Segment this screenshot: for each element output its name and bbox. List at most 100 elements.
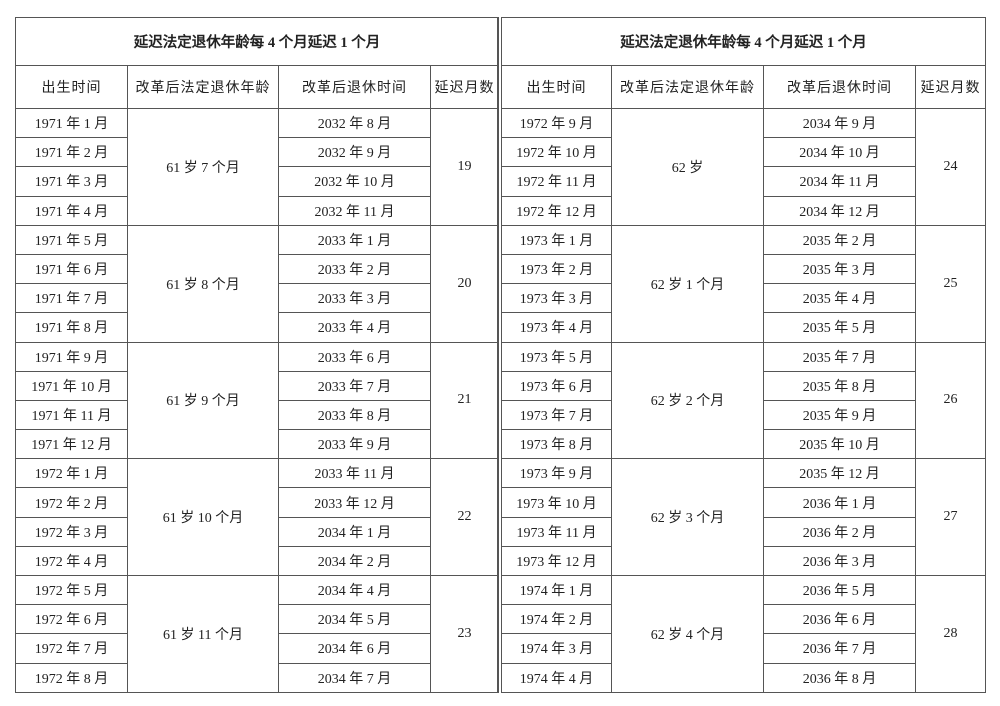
birth-cell: 1974 年 2 月 [501, 604, 612, 635]
data-row: 1973 年 2 月 2035 年 3 月 [501, 253, 986, 285]
retire-cell: 2034 年 10 月 [763, 137, 916, 168]
data-row: 1971 年 1 月 61 岁 7 个月 2032 年 8 月 19 [15, 107, 499, 226]
table-title: 延迟法定退休年龄每 4 个月延迟 1 个月 [501, 17, 986, 66]
retire-cell: 2033 年 6 月 [278, 341, 431, 372]
birth-cell: 1971 年 8 月 [15, 312, 128, 343]
data-row: 1971 年 3 月 2032 年 10 月 [15, 166, 499, 197]
retire-cell: 2035 年 8 月 [763, 370, 916, 401]
delay-cell: 25 [915, 224, 986, 343]
data-row: 1973 年 10 月 2036 年 1 月 [501, 487, 986, 518]
column-header: 出生时间 [15, 65, 128, 109]
column-header: 延迟月数 [430, 65, 499, 109]
retire-cell: 2034 年 7 月 [278, 662, 431, 693]
data-row: 1973 年 4 月 2035 年 5 月 [501, 312, 986, 343]
age-cell: 61 岁 11 个月 [127, 575, 279, 693]
retire-cell: 2036 年 7 月 [763, 633, 916, 664]
retire-cell: 2036 年 5 月 [763, 574, 916, 606]
data-row: 1972 年 3 月 2034 年 1 月 [15, 516, 499, 547]
retire-cell: 2032 年 9 月 [278, 137, 431, 168]
age-cell: 61 岁 7 个月 [127, 108, 279, 226]
birth-cell: 1972 年 2 月 [15, 487, 128, 518]
age-cell: 62 岁 2 个月 [611, 341, 764, 460]
data-row: 1972 年 5 月 61 岁 11 个月 2034 年 4 月 23 [15, 574, 499, 693]
delay-cell: 20 [430, 224, 499, 343]
age-cell: 62 岁 4 个月 [611, 575, 764, 693]
birth-cell: 1973 年 3 月 [501, 283, 612, 314]
retire-cell: 2035 年 4 月 [763, 283, 916, 314]
retire-cell: 2034 年 6 月 [278, 633, 431, 664]
birth-cell: 1971 年 2 月 [15, 137, 128, 168]
birth-cell: 1973 年 7 月 [501, 399, 612, 431]
data-row: 1973 年 8 月 2035 年 10 月 [501, 429, 986, 460]
data-row: 1972 年 11 月 2034 年 11 月 [501, 166, 986, 197]
data-row: 1972 年 4 月 2034 年 2 月 [15, 545, 499, 577]
retire-cell: 2033 年 9 月 [278, 429, 431, 460]
age-cell: 62 岁 1 个月 [611, 224, 764, 343]
birth-cell: 1971 年 12 月 [15, 429, 128, 460]
birth-cell: 1973 年 2 月 [501, 253, 612, 285]
column-header: 改革后法定退休年龄 [127, 65, 279, 109]
retire-cell: 2034 年 12 月 [763, 195, 916, 226]
birth-cell: 1971 年 9 月 [15, 341, 128, 372]
data-row: 1973 年 3 月 2035 年 4 月 [501, 283, 986, 314]
birth-cell: 1974 年 4 月 [501, 662, 612, 693]
birth-cell: 1971 年 6 月 [15, 253, 128, 285]
birth-cell: 1971 年 11 月 [15, 399, 128, 431]
column-header: 改革后退休时间 [278, 65, 431, 109]
data-row: 1972 年 6 月 2034 年 5 月 [15, 604, 499, 635]
birth-cell: 1972 年 5 月 [15, 574, 128, 606]
birth-cell: 1972 年 12 月 [501, 195, 612, 226]
retire-cell: 2036 年 1 月 [763, 487, 916, 518]
data-row: 1971 年 7 月 2033 年 3 月 [15, 283, 499, 314]
retire-cell: 2035 年 3 月 [763, 253, 916, 285]
data-row: 1973 年 11 月 2036 年 2 月 [501, 516, 986, 547]
retire-cell: 2033 年 12 月 [278, 487, 431, 518]
birth-cell: 1971 年 4 月 [15, 195, 128, 226]
retire-cell: 2035 年 12 月 [763, 458, 916, 489]
birth-cell: 1971 年 3 月 [15, 166, 128, 197]
delay-cell: 23 [430, 575, 499, 693]
header-row: 出生时间 改革后法定退休年龄 改革后退休时间 延迟月数 [15, 65, 499, 109]
birth-cell: 1973 年 8 月 [501, 429, 612, 460]
data-row: 1971 年 4 月 2032 年 11 月 [15, 195, 499, 226]
retire-cell: 2033 年 3 月 [278, 283, 431, 314]
data-row: 1973 年 7 月 2035 年 9 月 [501, 399, 986, 431]
data-row: 1974 年 1 月 62 岁 4 个月 2036 年 5 月 28 [501, 574, 986, 693]
birth-cell: 1972 年 6 月 [15, 604, 128, 635]
birth-cell: 1971 年 5 月 [15, 224, 128, 255]
retire-cell: 2033 年 8 月 [278, 399, 431, 431]
column-header: 改革后退休时间 [763, 65, 916, 109]
retire-cell: 2032 年 11 月 [278, 195, 431, 226]
data-row: 1971 年 2 月 2032 年 9 月 [15, 137, 499, 168]
birth-cell: 1972 年 1 月 [15, 458, 128, 489]
birth-cell: 1972 年 4 月 [15, 545, 128, 577]
retire-cell: 2034 年 11 月 [763, 166, 916, 197]
delay-cell: 21 [430, 341, 499, 460]
data-row: 1972 年 1 月 61 岁 10 个月 2033 年 11 月 22 [15, 458, 499, 576]
data-row: 1972 年 2 月 2033 年 12 月 [15, 487, 499, 518]
data-row: 1971 年 11 月 2033 年 8 月 [15, 399, 499, 431]
column-header: 延迟月数 [915, 65, 986, 109]
birth-cell: 1972 年 7 月 [15, 633, 128, 664]
birth-cell: 1974 年 3 月 [501, 633, 612, 664]
table-title: 延迟法定退休年龄每 4 个月延迟 1 个月 [15, 17, 499, 66]
retire-cell: 2036 年 3 月 [763, 545, 916, 577]
title-row: 延迟法定退休年龄每 4 个月延迟 1 个月 [501, 17, 986, 66]
retire-cell: 2035 年 2 月 [763, 224, 916, 255]
retire-cell: 2035 年 7 月 [763, 341, 916, 372]
data-row: 1971 年 9 月 61 岁 9 个月 2033 年 6 月 21 [15, 341, 499, 460]
data-row: 1971 年 6 月 2033 年 2 月 [15, 253, 499, 285]
birth-cell: 1971 年 1 月 [15, 107, 128, 139]
table: 延迟法定退休年龄每 4 个月延迟 1 个月 出生时间 改革后法定退休年龄 改革后退休时… [15, 17, 499, 693]
data-row: 1972 年 9 月 62 岁 2034 年 9 月 24 [501, 107, 986, 226]
retire-cell: 2033 年 11 月 [278, 458, 431, 489]
data-row: 1973 年 9 月 62 岁 3 个月 2035 年 12 月 27 [501, 458, 986, 576]
birth-cell: 1972 年 8 月 [15, 662, 128, 693]
age-cell: 62 岁 [611, 108, 764, 226]
retire-cell: 2035 年 9 月 [763, 399, 916, 431]
data-row: 1973 年 1 月 62 岁 1 个月 2035 年 2 月 25 [501, 224, 986, 343]
data-row: 1974 年 2 月 2036 年 6 月 [501, 604, 986, 635]
birth-cell: 1972 年 9 月 [501, 107, 612, 139]
birth-cell: 1974 年 1 月 [501, 574, 612, 606]
title-row: 延迟法定退休年龄每 4 个月延迟 1 个月 [15, 17, 499, 66]
